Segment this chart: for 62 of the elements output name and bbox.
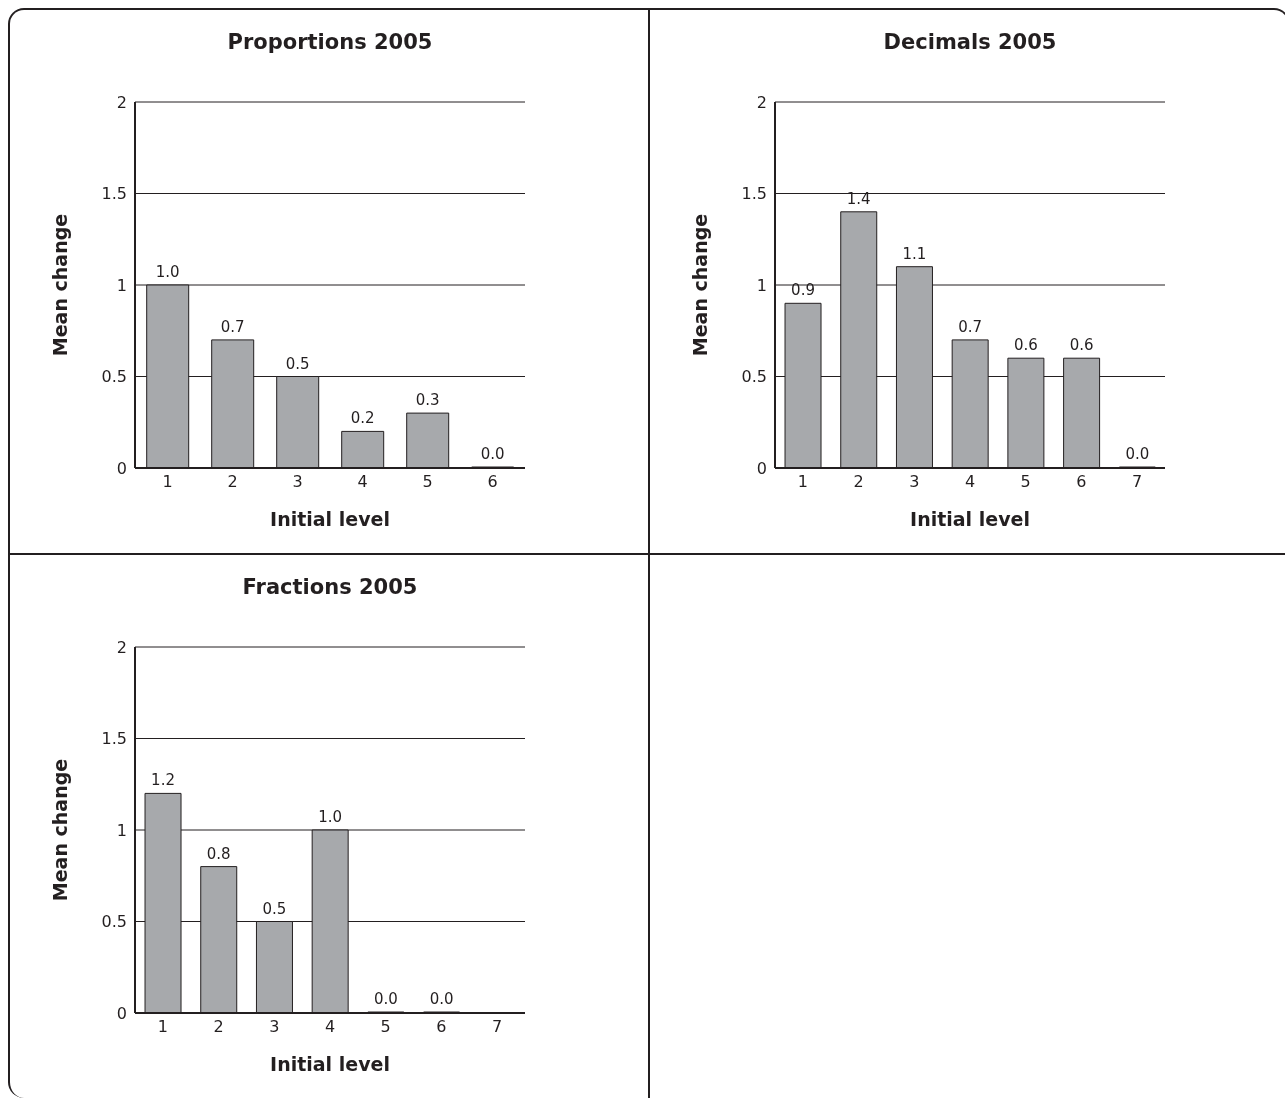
data-label: 0.3	[415, 391, 440, 410]
y-tick-label: 1	[756, 275, 767, 295]
data-label: 1.0	[318, 808, 343, 826]
x-tick-label: 2	[853, 472, 864, 492]
data-label: 0.5	[285, 354, 310, 373]
y-tick-label: 1.5	[101, 729, 127, 749]
x-axis-title: Initial level	[270, 1053, 390, 1075]
x-tick-label: 3	[909, 472, 920, 492]
data-label: 0.2	[350, 409, 375, 428]
y-axis-title: Mean change	[688, 213, 711, 357]
x-tick-label: 4	[357, 472, 368, 492]
chart-title: Fractions 2005	[241, 574, 419, 601]
y-tick-label: 0.5	[741, 367, 767, 387]
data-label: 1.2	[151, 771, 175, 790]
data-label: 0.6	[1069, 336, 1094, 355]
x-tick-label: 2	[227, 472, 238, 492]
x-tick-label: 5	[422, 472, 433, 492]
y-tick-label: 1	[116, 275, 127, 295]
x-tick-label: 6	[1076, 472, 1087, 492]
data-label: 1.0	[155, 263, 180, 281]
data-label: 0.8	[206, 844, 231, 863]
x-tick-label: 1	[162, 472, 173, 492]
data-label: 1.1	[902, 244, 927, 263]
y-tick-label: 1.5	[741, 184, 767, 204]
y-tick-label: 1	[116, 820, 127, 840]
x-tick-label: 5	[1020, 472, 1031, 492]
x-tick-label: 7	[492, 1017, 503, 1037]
data-label: 0.7	[958, 317, 983, 336]
chart-title: Decimals 2005	[882, 29, 1058, 56]
x-tick-label: 1	[797, 472, 808, 492]
x-tick-label: 6	[436, 1017, 447, 1037]
x-tick-label: 2	[213, 1017, 224, 1037]
data-label: 0.0	[373, 990, 398, 1008]
x-tick-label: 6	[487, 472, 498, 492]
y-tick-label: 0	[116, 1003, 127, 1023]
x-tick-label: 7	[1132, 472, 1143, 492]
x-tick-label: 5	[380, 1017, 391, 1037]
x-tick-label: 3	[269, 1017, 280, 1037]
y-tick-label: 1.5	[101, 184, 127, 204]
x-tick-label: 4	[324, 1017, 336, 1037]
data-label: 0.5	[262, 899, 287, 918]
y-tick-label: 0	[116, 458, 127, 478]
x-tick-label: 3	[292, 472, 303, 492]
x-axis-title: Initial level	[270, 508, 390, 530]
x-tick-label: 1	[157, 1017, 168, 1037]
y-tick-label: 0	[756, 458, 767, 478]
y-axis-title: Mean change	[48, 758, 71, 902]
y-tick-label: 2	[116, 637, 127, 657]
data-label: 0.0	[1125, 445, 1150, 463]
x-tick-label: 4	[964, 472, 976, 492]
chart-title: Proportions 2005	[226, 29, 434, 56]
data-label: 0.6	[1013, 336, 1038, 355]
data-label: 0.0	[429, 990, 454, 1008]
y-tick-label: 0.5	[101, 912, 127, 932]
x-axis-title: Initial level	[910, 508, 1030, 530]
y-tick-label: 2	[116, 92, 127, 112]
y-axis-title: Mean change	[48, 213, 71, 357]
y-tick-label: 2	[756, 92, 767, 112]
data-label: 0.7	[220, 317, 245, 336]
data-label: 0.9	[791, 281, 815, 300]
data-label: 0.0	[480, 445, 505, 463]
y-tick-label: 0.5	[101, 367, 127, 387]
